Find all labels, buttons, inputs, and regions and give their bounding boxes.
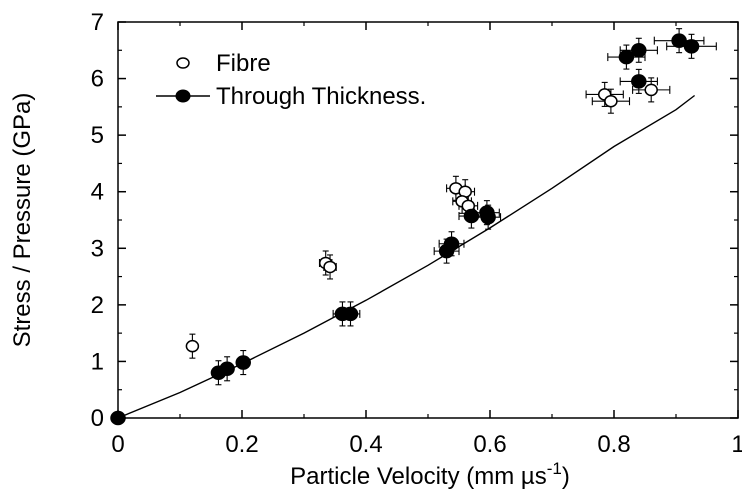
x-axis-title-close: ): [562, 463, 570, 490]
y-axis-title: Stress / Pressure (GPa): [9, 93, 36, 348]
y-tick-label: 2: [91, 292, 104, 319]
fibre-point: [604, 94, 618, 108]
y-axis-ticks: 0 1 2 3 4 5 6 7: [91, 9, 738, 432]
through-thickness-point: [631, 43, 647, 58]
through-thickness-point: [683, 39, 700, 54]
y-tick-label: 1: [91, 348, 104, 375]
x-tick-label: 0.8: [597, 431, 630, 458]
through-thickness-point: [110, 410, 126, 426]
through-thickness-point: [631, 74, 647, 89]
x-tick-label: 0.4: [349, 431, 382, 458]
through-thickness-point: [618, 49, 635, 65]
y-tick-label: 7: [91, 9, 104, 36]
y-tick-label: 0: [91, 405, 104, 432]
fit-line: [117, 94, 696, 419]
x-axis-title-main: Particle Velocity (mm µs: [290, 463, 547, 490]
through-thickness-point: [463, 208, 480, 224]
through-thickness-point: [219, 361, 235, 377]
legend-fibre-label: Fibre: [216, 50, 271, 77]
fibre-point: [323, 260, 337, 274]
fibre-point: [644, 83, 658, 97]
x-tick-label: 0: [111, 431, 124, 458]
through-thickness-point: [342, 306, 359, 322]
x-axis-title-superscript: -1: [547, 459, 562, 478]
x-tick-label: 0.2: [225, 431, 258, 458]
legend: Fibre Through Thickness.: [156, 50, 426, 110]
through-thickness-point: [235, 355, 251, 370]
y-tick-label: 4: [91, 179, 104, 206]
y-tick-label: 5: [91, 122, 104, 149]
legend-fibre-marker: [176, 57, 190, 69]
x-axis-ticks: 0 0.2 0.4 0.6 0.8 1: [111, 22, 742, 458]
legend-through-label: Through Thickness.: [216, 83, 426, 110]
through-thickness-point: [443, 236, 460, 252]
x-tick-label: 0.6: [473, 431, 506, 458]
through-thickness-point: [671, 33, 687, 48]
y-tick-label: 6: [91, 66, 104, 93]
data-markers: [110, 33, 700, 426]
through-thickness-point: [480, 209, 496, 225]
legend-through-marker: [175, 89, 191, 103]
x-axis-title: Particle Velocity (mm µs-1): [290, 459, 570, 490]
fibre-point: [185, 339, 200, 353]
y-tick-label: 3: [91, 235, 104, 262]
x-tick-label: 1: [731, 431, 742, 458]
